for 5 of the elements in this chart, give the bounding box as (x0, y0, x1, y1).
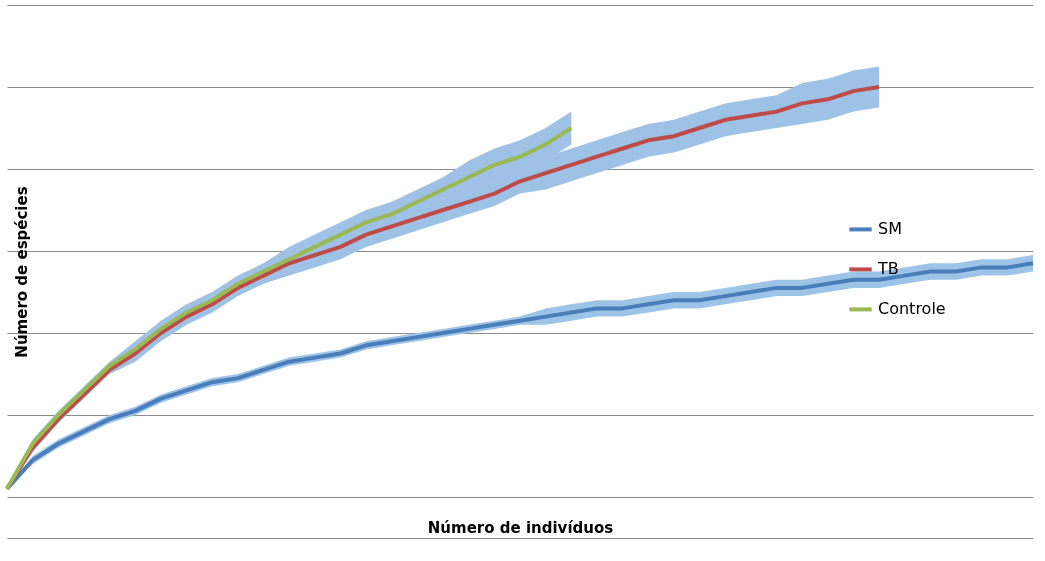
legend-label: SM (878, 219, 902, 239)
x-axis-title: Número de indivíduos (427, 518, 614, 537)
legend-label: Controle (878, 299, 946, 319)
y-axis-title: Número de espécies (12, 186, 31, 358)
legend-label: TB (877, 259, 899, 279)
